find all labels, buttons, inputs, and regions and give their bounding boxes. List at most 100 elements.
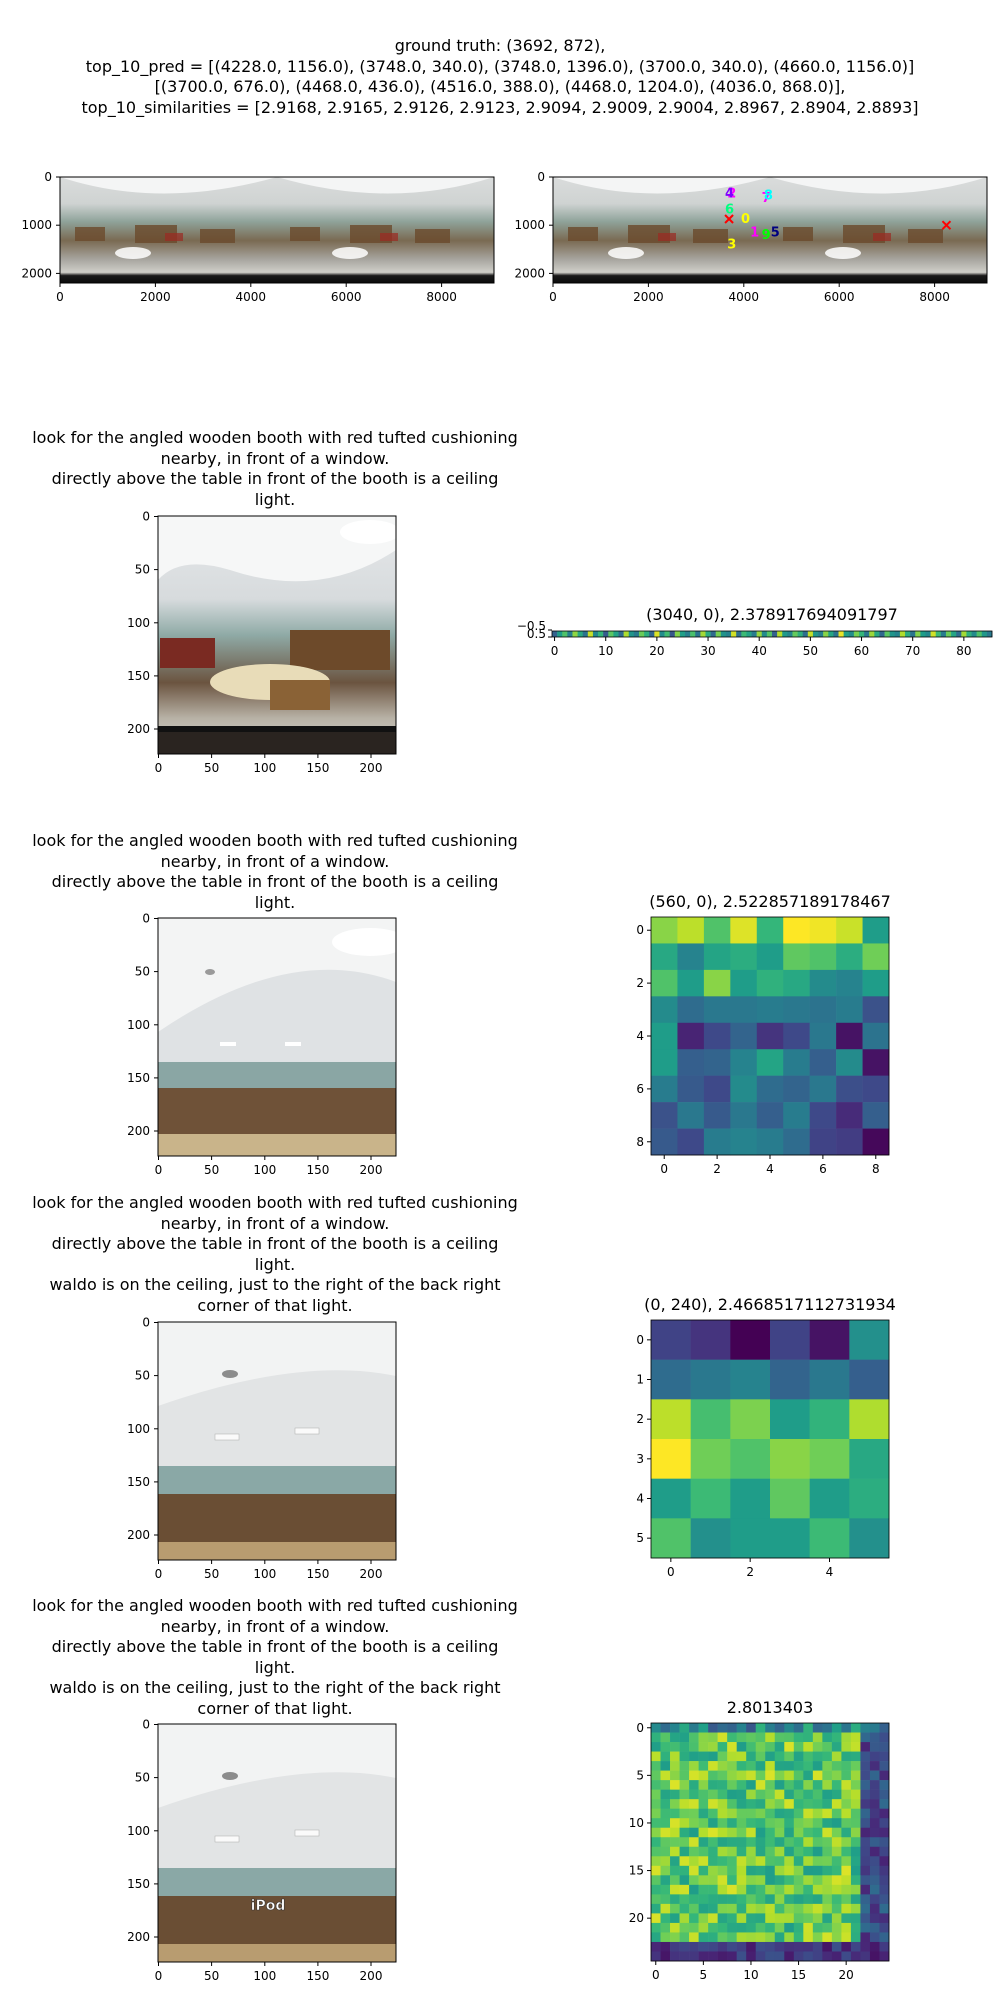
svg-text:100: 100 xyxy=(253,1969,276,1983)
heatmap-cell xyxy=(784,1742,795,1752)
x-tick: 2 xyxy=(713,1155,721,1176)
heatmap-cell xyxy=(660,1837,671,1848)
heatmap-1-y-axis: −0.5 0.5 xyxy=(517,619,552,641)
heatmap-cell xyxy=(660,1865,671,1876)
x-tick: 8000 xyxy=(919,283,950,304)
heatmap-cell xyxy=(746,1808,757,1819)
svg-text:100: 100 xyxy=(253,1163,276,1177)
heatmap-cell xyxy=(679,1875,690,1886)
heatmap-cell xyxy=(836,917,863,944)
heatmap-cell xyxy=(690,1320,731,1360)
heatmap-cell xyxy=(746,1761,757,1771)
heatmap-cell xyxy=(812,1884,823,1895)
heatmap-cell xyxy=(809,1478,850,1519)
heatmap-cell xyxy=(651,1875,661,1886)
heatmap-cell xyxy=(755,1799,766,1809)
heatmap-cell xyxy=(879,1808,890,1819)
heatmap-cell xyxy=(717,1875,728,1886)
heatmap-cell xyxy=(651,1808,661,1819)
heatmap-cell xyxy=(679,1770,690,1781)
y-tick: 0 xyxy=(142,510,158,524)
y-tick: 2 xyxy=(636,1412,651,1426)
heatmap-cell xyxy=(803,1865,814,1876)
svg-text:0: 0 xyxy=(667,1565,675,1579)
svg-text:60: 60 xyxy=(854,644,869,658)
heatmap-cell xyxy=(836,1102,863,1129)
heatmap-cell xyxy=(822,1723,833,1733)
heatmap-cell xyxy=(765,1732,776,1743)
heatmap-cell xyxy=(809,1102,837,1129)
heatmap-cell xyxy=(803,1932,814,1943)
heatmap-cell xyxy=(695,631,701,637)
heatmap-cell xyxy=(793,1827,804,1838)
heatmap-cell xyxy=(730,1399,771,1440)
heatmap-cell xyxy=(703,917,731,944)
heatmap-cell xyxy=(708,1932,718,1943)
heatmap-cell xyxy=(879,1875,890,1886)
heatmap-cell xyxy=(644,631,650,637)
svg-text:150: 150 xyxy=(306,761,329,775)
heatmap-cell xyxy=(746,631,752,637)
heatmap-cell xyxy=(689,1808,699,1819)
heatmap-cell xyxy=(836,943,863,971)
x-tick: 0 xyxy=(660,1155,668,1176)
heatmap-cell xyxy=(670,1827,680,1838)
heatmap-cell xyxy=(836,1022,863,1050)
heatmap-cell xyxy=(774,1932,785,1943)
heatmap-cell xyxy=(660,1875,671,1886)
heatmap-cell xyxy=(884,631,890,637)
heatmap-cell xyxy=(770,1518,810,1559)
heatmap-cell xyxy=(755,1865,766,1876)
heatmap-cell xyxy=(784,1808,795,1819)
heatmap-cell xyxy=(708,1913,718,1924)
instruction-line: waldo is on the ceiling, just to the rig… xyxy=(49,1275,501,1295)
heatmap-cell xyxy=(793,1875,804,1886)
heatmap-cell xyxy=(869,1951,880,1962)
heatmap-cell xyxy=(698,1932,709,1943)
svg-text:0: 0 xyxy=(636,923,644,937)
heatmap-cell xyxy=(850,1856,861,1867)
y-tick: 2000 xyxy=(514,266,553,280)
svg-text:150: 150 xyxy=(306,1567,329,1581)
instruction-line: look for the angled wooden booth with re… xyxy=(32,428,518,447)
y-tick: 6 xyxy=(636,1082,651,1096)
heatmap-cell xyxy=(679,1761,690,1771)
heatmap-cell xyxy=(660,1780,671,1790)
heatmap-cell xyxy=(879,1846,890,1857)
svg-text:40: 40 xyxy=(752,644,767,658)
heatmap-cell xyxy=(822,1818,833,1829)
prediction-marker: 7 xyxy=(762,191,771,206)
heatmap-cell xyxy=(822,1808,833,1819)
svg-text:200: 200 xyxy=(360,1163,383,1177)
heatmap-cell xyxy=(651,943,678,971)
heatmap-cell xyxy=(930,631,937,637)
heatmap-cell xyxy=(879,1799,890,1809)
heatmap-cell xyxy=(710,631,717,637)
heatmap-cell xyxy=(783,943,810,971)
heatmap-cell xyxy=(784,1818,795,1829)
heatmap-cell xyxy=(708,1818,718,1829)
heatmap-cell xyxy=(869,1770,880,1781)
heatmap-cell xyxy=(670,1723,680,1733)
heatmap-cell xyxy=(708,1742,718,1752)
heatmap-cell xyxy=(784,1827,795,1838)
svg-text:200: 200 xyxy=(127,722,150,736)
heatmap-cell xyxy=(651,1780,661,1790)
heatmap-cell xyxy=(831,1789,842,1800)
heatmap-cell xyxy=(727,1951,737,1962)
heatmap-cell xyxy=(660,1903,671,1914)
heatmap-cell xyxy=(793,1818,804,1829)
heatmap-cell xyxy=(679,1884,690,1895)
heatmap-cell xyxy=(651,1818,661,1829)
heatmap-cell xyxy=(774,1770,785,1781)
heatmap-cell xyxy=(708,1780,718,1790)
heatmap-cell xyxy=(727,1884,737,1895)
heatmap-cell xyxy=(860,1742,871,1752)
svg-text:5: 5 xyxy=(636,1768,644,1782)
y-tick: 100 xyxy=(127,1018,158,1032)
heatmap-cell xyxy=(670,1875,680,1886)
heatmap-cell xyxy=(774,1941,785,1952)
heatmap-cell xyxy=(746,1732,757,1743)
heatmap-cell xyxy=(651,1478,691,1519)
heatmap-cell xyxy=(802,631,809,637)
